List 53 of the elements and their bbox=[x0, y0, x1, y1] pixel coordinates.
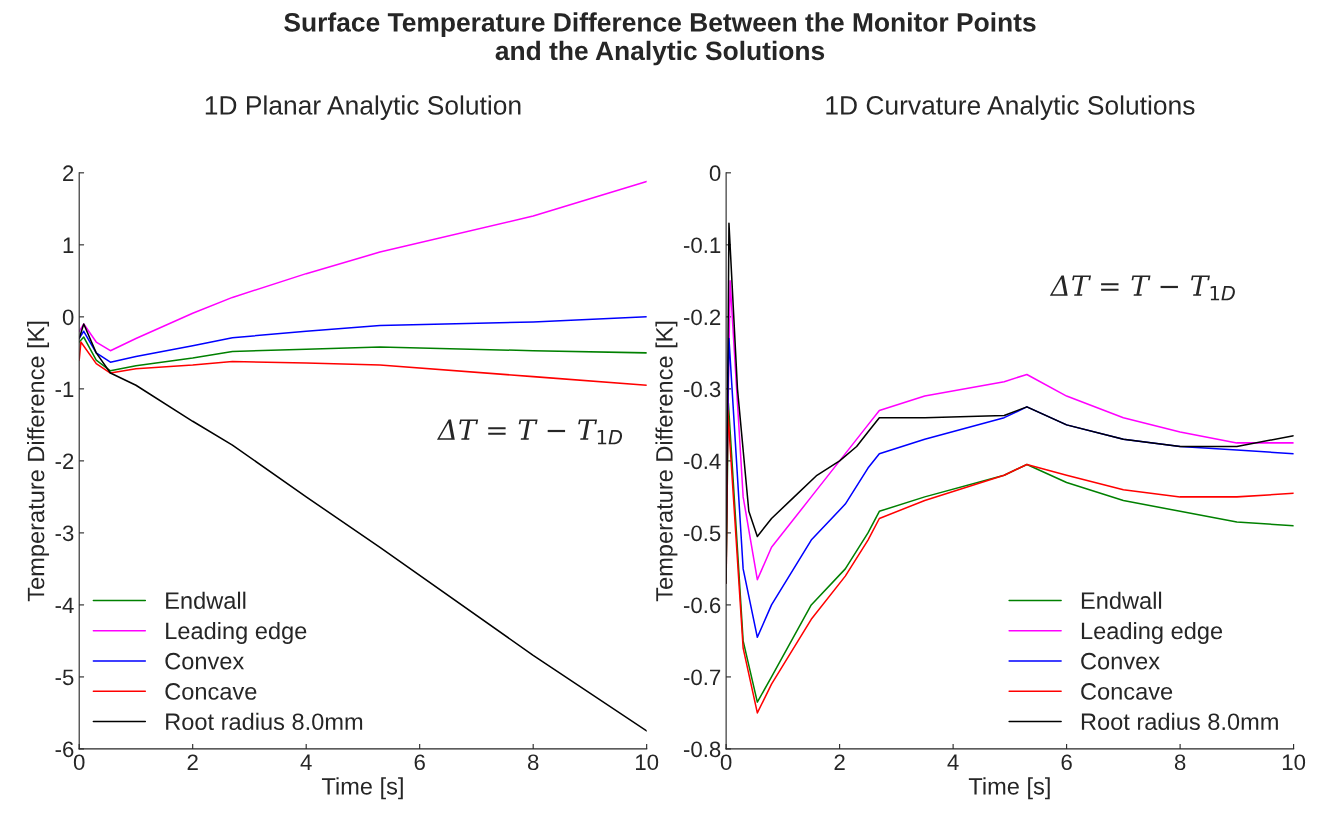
x-tick-label: 6 bbox=[414, 754, 425, 771]
x-axis-title: Time [s] bbox=[321, 777, 403, 800]
y-axis-title: Temperature Difference [K] bbox=[27, 321, 50, 602]
y-tick-label: -0.8 bbox=[683, 741, 721, 758]
legend-label: Leading edge bbox=[1081, 621, 1223, 644]
y-tick-label: -1 bbox=[55, 381, 74, 397]
x-tick-label: 4 bbox=[947, 754, 959, 770]
line-series bbox=[79, 341, 647, 387]
y-tick-label: -0.4 bbox=[683, 453, 721, 470]
x-tick-label: 2 bbox=[834, 754, 845, 770]
y-tick-label: -0.3 bbox=[683, 381, 721, 398]
x-axis-title: Time [s] bbox=[968, 777, 1050, 800]
legend-label: Leading edge bbox=[166, 621, 307, 644]
y-tick-label: -0.5 bbox=[683, 525, 721, 542]
legend-label: Endwall bbox=[166, 591, 246, 609]
line-series bbox=[79, 323, 647, 732]
x-tick-label: 6 bbox=[1061, 754, 1072, 771]
y-tick-label: -0.2 bbox=[683, 309, 721, 326]
y-tick-label: -5 bbox=[55, 669, 74, 686]
x-tick-label: 4 bbox=[300, 754, 312, 770]
y-tick-label: 2 bbox=[63, 165, 74, 181]
x-tick-label: 0 bbox=[720, 754, 732, 771]
y-tick-label: 0 bbox=[709, 165, 721, 182]
y-tick-label: -4 bbox=[55, 597, 74, 613]
line-series bbox=[79, 336, 647, 372]
legend-label: Root radius 8.0mm bbox=[1081, 712, 1278, 731]
y-tick-label: -0.7 bbox=[683, 669, 721, 686]
x-tick-label: 10 bbox=[636, 754, 659, 771]
y-tick-label: -0.1 bbox=[683, 237, 721, 254]
legend-label: Endwall bbox=[1081, 591, 1162, 609]
x-tick-label: 8 bbox=[527, 754, 539, 771]
y-tick-label: -6 bbox=[55, 741, 74, 758]
legend-label: Root radius 8.0mm bbox=[166, 712, 363, 731]
legend-label: Concave bbox=[1081, 683, 1173, 700]
y-axis-title: Temperature Difference [K] bbox=[655, 321, 678, 602]
annotation: ΔT = T − T$_{1D}$ bbox=[436, 419, 623, 445]
x-tick-label: 8 bbox=[1174, 754, 1186, 771]
legend-label: Convex bbox=[165, 652, 244, 670]
y-tick-label: -3 bbox=[55, 525, 74, 542]
y-tick-label: -2 bbox=[55, 453, 74, 469]
line-series bbox=[79, 316, 647, 363]
chart-subtitle: 1D Curvature Analytic Solutions bbox=[826, 95, 1195, 120]
legend-label: Concave bbox=[165, 683, 257, 700]
y-tick-label: 0 bbox=[62, 309, 74, 326]
x-tick-label: 10 bbox=[1282, 754, 1306, 771]
chart-subtitle: 1D Planar Analytic Solution bbox=[205, 95, 521, 120]
line-series bbox=[79, 180, 647, 352]
annotation: ΔT = T − T$_{1D}$ bbox=[1049, 275, 1235, 301]
x-tick-label: 2 bbox=[187, 754, 198, 770]
chart-title: Surface Temperature Difference Between the Monitor Points and the Analytic Solutions bbox=[284, 12, 1036, 66]
legend-label: Convex bbox=[1081, 652, 1160, 670]
y-tick-label: -0.6 bbox=[683, 597, 721, 614]
y-tick-label: 1 bbox=[63, 237, 74, 253]
